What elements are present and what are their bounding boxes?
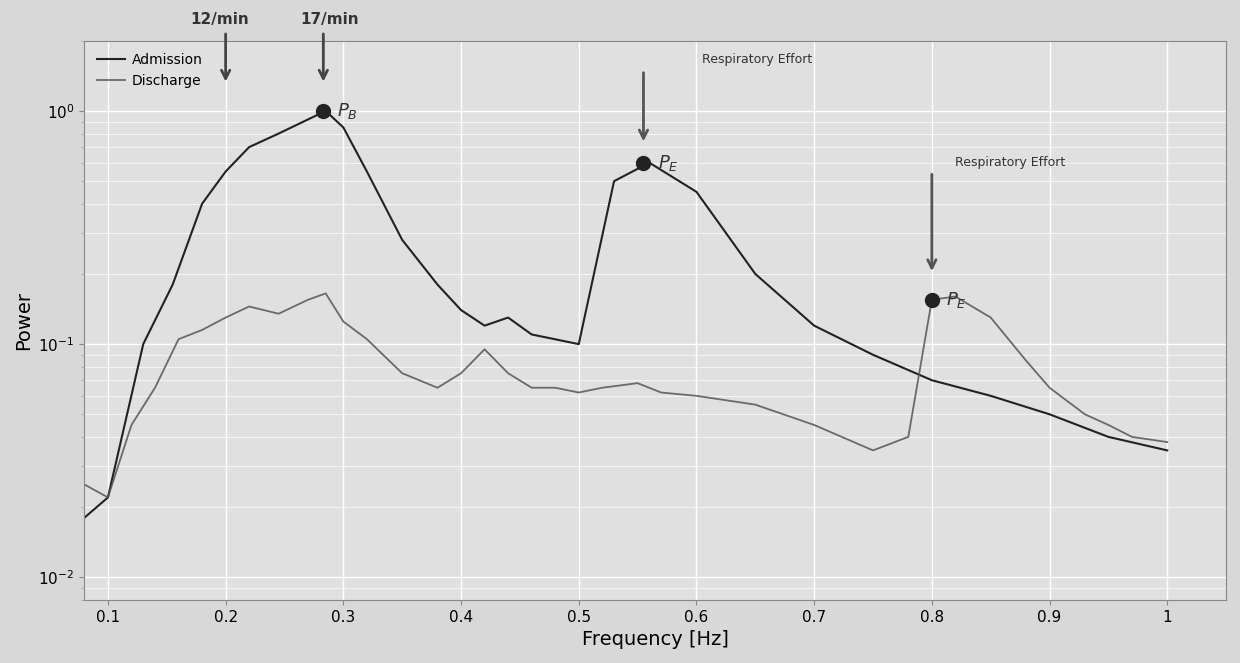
Discharge — [1101, 421, 1116, 429]
Discharge — [501, 369, 516, 377]
Discharge — [689, 392, 704, 400]
Discharge — [901, 433, 916, 441]
Admission — [689, 188, 704, 196]
Discharge — [595, 384, 610, 392]
Discharge — [572, 389, 587, 396]
Admission — [477, 322, 492, 330]
Discharge — [807, 421, 822, 429]
Admission — [136, 340, 151, 348]
Discharge — [272, 310, 286, 318]
Discharge — [947, 292, 962, 300]
Admission — [300, 115, 315, 123]
Admission — [394, 236, 409, 244]
Discharge — [525, 384, 539, 392]
Discharge — [77, 481, 92, 489]
Admission — [1101, 433, 1116, 441]
Text: Respiratory Effort: Respiratory Effort — [955, 156, 1065, 169]
Admission — [336, 123, 351, 131]
Discharge — [653, 389, 668, 396]
Admission — [642, 158, 657, 166]
Admission — [501, 314, 516, 322]
Text: $P_B$: $P_B$ — [337, 101, 358, 121]
Discharge — [630, 379, 645, 387]
Admission — [242, 143, 257, 151]
Admission — [360, 168, 374, 176]
Legend: Admission, Discharge: Admission, Discharge — [92, 48, 208, 93]
Text: $P_E$: $P_E$ — [657, 152, 678, 172]
Y-axis label: Power: Power — [14, 291, 33, 350]
Admission — [454, 306, 469, 314]
Admission — [195, 200, 210, 208]
Admission — [165, 280, 180, 288]
Discharge — [300, 296, 315, 304]
Discharge — [1125, 433, 1140, 441]
Admission — [77, 514, 92, 522]
Discharge — [148, 384, 162, 392]
Discharge — [1078, 410, 1092, 418]
X-axis label: Frequency [Hz]: Frequency [Hz] — [582, 630, 729, 649]
Admission — [218, 168, 233, 176]
Admission — [983, 392, 998, 400]
Discharge — [100, 493, 115, 501]
Admission — [807, 322, 822, 330]
Discharge — [548, 384, 563, 392]
Line: Discharge: Discharge — [84, 294, 1167, 497]
Discharge — [454, 369, 469, 377]
Line: Admission: Admission — [84, 111, 1167, 518]
Discharge — [171, 335, 186, 343]
Admission — [1042, 410, 1056, 418]
Discharge — [124, 421, 139, 429]
Text: Respiratory Effort: Respiratory Effort — [702, 54, 812, 66]
Admission — [430, 280, 445, 288]
Admission — [866, 351, 880, 359]
Admission — [924, 376, 939, 384]
Discharge — [218, 314, 233, 322]
Discharge — [394, 369, 409, 377]
Discharge — [360, 335, 374, 343]
Discharge — [242, 302, 257, 310]
Discharge — [1159, 438, 1174, 446]
Discharge — [430, 384, 445, 392]
Text: 12/min: 12/min — [191, 13, 249, 27]
Discharge — [866, 446, 880, 454]
Discharge — [983, 314, 998, 322]
Admission — [100, 493, 115, 501]
Admission — [572, 340, 587, 348]
Discharge — [924, 296, 939, 304]
Discharge — [195, 326, 210, 334]
Admission — [319, 107, 334, 115]
Text: 17/min: 17/min — [300, 13, 358, 27]
Admission — [1159, 446, 1174, 454]
Admission — [525, 330, 539, 338]
Discharge — [336, 318, 351, 326]
Discharge — [319, 290, 334, 298]
Discharge — [1018, 357, 1033, 365]
Discharge — [1042, 384, 1056, 392]
Discharge — [748, 400, 763, 408]
Admission — [272, 129, 286, 137]
Admission — [748, 270, 763, 278]
Discharge — [477, 345, 492, 353]
Text: $P_E$: $P_E$ — [946, 290, 967, 310]
Admission — [606, 177, 621, 185]
